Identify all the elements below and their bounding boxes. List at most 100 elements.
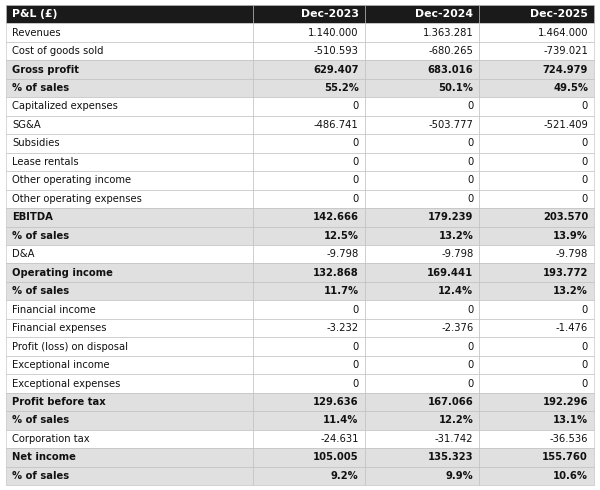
Bar (253, 300, 365, 319)
Bar (479, 116, 594, 134)
Text: 0: 0 (582, 175, 588, 185)
Text: % of sales: % of sales (12, 416, 69, 425)
Bar (253, 60, 365, 79)
Bar (6, 153, 253, 171)
Bar (479, 300, 594, 319)
Text: 0: 0 (352, 305, 359, 315)
Text: 724.979: 724.979 (542, 65, 588, 74)
Text: -9.798: -9.798 (556, 249, 588, 259)
Text: 167.066: 167.066 (428, 397, 473, 407)
Text: -486.741: -486.741 (314, 120, 359, 130)
Bar (253, 411, 365, 430)
Bar (365, 393, 479, 411)
Bar (6, 245, 253, 264)
Bar (479, 448, 594, 466)
Bar (6, 116, 253, 134)
Bar (365, 171, 479, 190)
Bar (365, 208, 479, 226)
Bar (365, 245, 479, 264)
Text: Gross profit: Gross profit (12, 65, 79, 74)
Text: 0: 0 (582, 360, 588, 370)
Bar (253, 171, 365, 190)
Bar (253, 319, 365, 337)
Text: 0: 0 (352, 342, 359, 352)
Text: 12.4%: 12.4% (438, 286, 473, 296)
Text: -9.798: -9.798 (441, 249, 473, 259)
Bar (253, 393, 365, 411)
Text: % of sales: % of sales (12, 471, 69, 481)
Text: 13.2%: 13.2% (439, 231, 473, 241)
Text: Dec-2023: Dec-2023 (301, 9, 359, 19)
Text: -31.742: -31.742 (435, 434, 473, 444)
Text: 0: 0 (467, 194, 473, 204)
Text: 142.666: 142.666 (313, 212, 359, 222)
Text: 0: 0 (582, 157, 588, 167)
Text: 132.868: 132.868 (313, 268, 359, 278)
Text: 12.2%: 12.2% (439, 416, 473, 425)
Bar (253, 337, 365, 356)
Bar (6, 24, 253, 42)
Text: 169.441: 169.441 (427, 268, 473, 278)
Text: 0: 0 (467, 138, 473, 148)
Bar (253, 134, 365, 153)
Text: 11.4%: 11.4% (323, 416, 359, 425)
Text: -24.631: -24.631 (320, 434, 359, 444)
Bar (365, 374, 479, 393)
Bar (479, 60, 594, 79)
Bar (479, 42, 594, 60)
Bar (253, 79, 365, 97)
Bar (479, 374, 594, 393)
Bar (479, 356, 594, 374)
Bar (253, 448, 365, 466)
Text: 0: 0 (582, 101, 588, 112)
Bar (253, 97, 365, 116)
Text: 192.296: 192.296 (542, 397, 588, 407)
Text: Net income: Net income (12, 452, 76, 463)
Text: 50.1%: 50.1% (439, 83, 473, 93)
Text: 0: 0 (352, 101, 359, 112)
Bar (365, 134, 479, 153)
Text: Profit before tax: Profit before tax (12, 397, 106, 407)
Text: 0: 0 (467, 157, 473, 167)
Bar (6, 411, 253, 430)
Text: 193.772: 193.772 (542, 268, 588, 278)
Bar (253, 5, 365, 24)
Bar (365, 430, 479, 448)
Bar (479, 245, 594, 264)
Text: 0: 0 (467, 175, 473, 185)
Text: Other operating expenses: Other operating expenses (12, 194, 142, 204)
Text: 0: 0 (467, 360, 473, 370)
Bar (479, 393, 594, 411)
Text: 0: 0 (467, 342, 473, 352)
Text: Lease rentals: Lease rentals (12, 157, 79, 167)
Bar (6, 79, 253, 97)
Bar (479, 171, 594, 190)
Text: -3.232: -3.232 (326, 323, 359, 333)
Text: 0: 0 (582, 378, 588, 389)
Text: % of sales: % of sales (12, 83, 69, 93)
Text: 13.9%: 13.9% (553, 231, 588, 241)
Bar (253, 153, 365, 171)
Text: 10.6%: 10.6% (553, 471, 588, 481)
Bar (6, 226, 253, 245)
Bar (6, 300, 253, 319)
Bar (6, 5, 253, 24)
Text: 0: 0 (467, 305, 473, 315)
Bar (479, 430, 594, 448)
Bar (6, 430, 253, 448)
Text: -510.593: -510.593 (314, 46, 359, 56)
Text: 129.636: 129.636 (313, 397, 359, 407)
Text: -2.376: -2.376 (441, 323, 473, 333)
Text: Corporation tax: Corporation tax (12, 434, 89, 444)
Bar (6, 97, 253, 116)
Bar (6, 356, 253, 374)
Text: 135.323: 135.323 (428, 452, 473, 463)
Bar (253, 264, 365, 282)
Bar (253, 374, 365, 393)
Bar (253, 466, 365, 485)
Text: 1.464.000: 1.464.000 (538, 27, 588, 38)
Bar (365, 282, 479, 300)
Text: 105.005: 105.005 (313, 452, 359, 463)
Text: D&A: D&A (12, 249, 35, 259)
Text: EBITDA: EBITDA (12, 212, 53, 222)
